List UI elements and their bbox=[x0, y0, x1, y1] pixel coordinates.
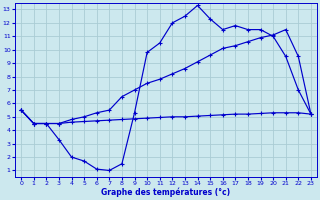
X-axis label: Graphe des températures (°c): Graphe des températures (°c) bbox=[101, 188, 231, 197]
